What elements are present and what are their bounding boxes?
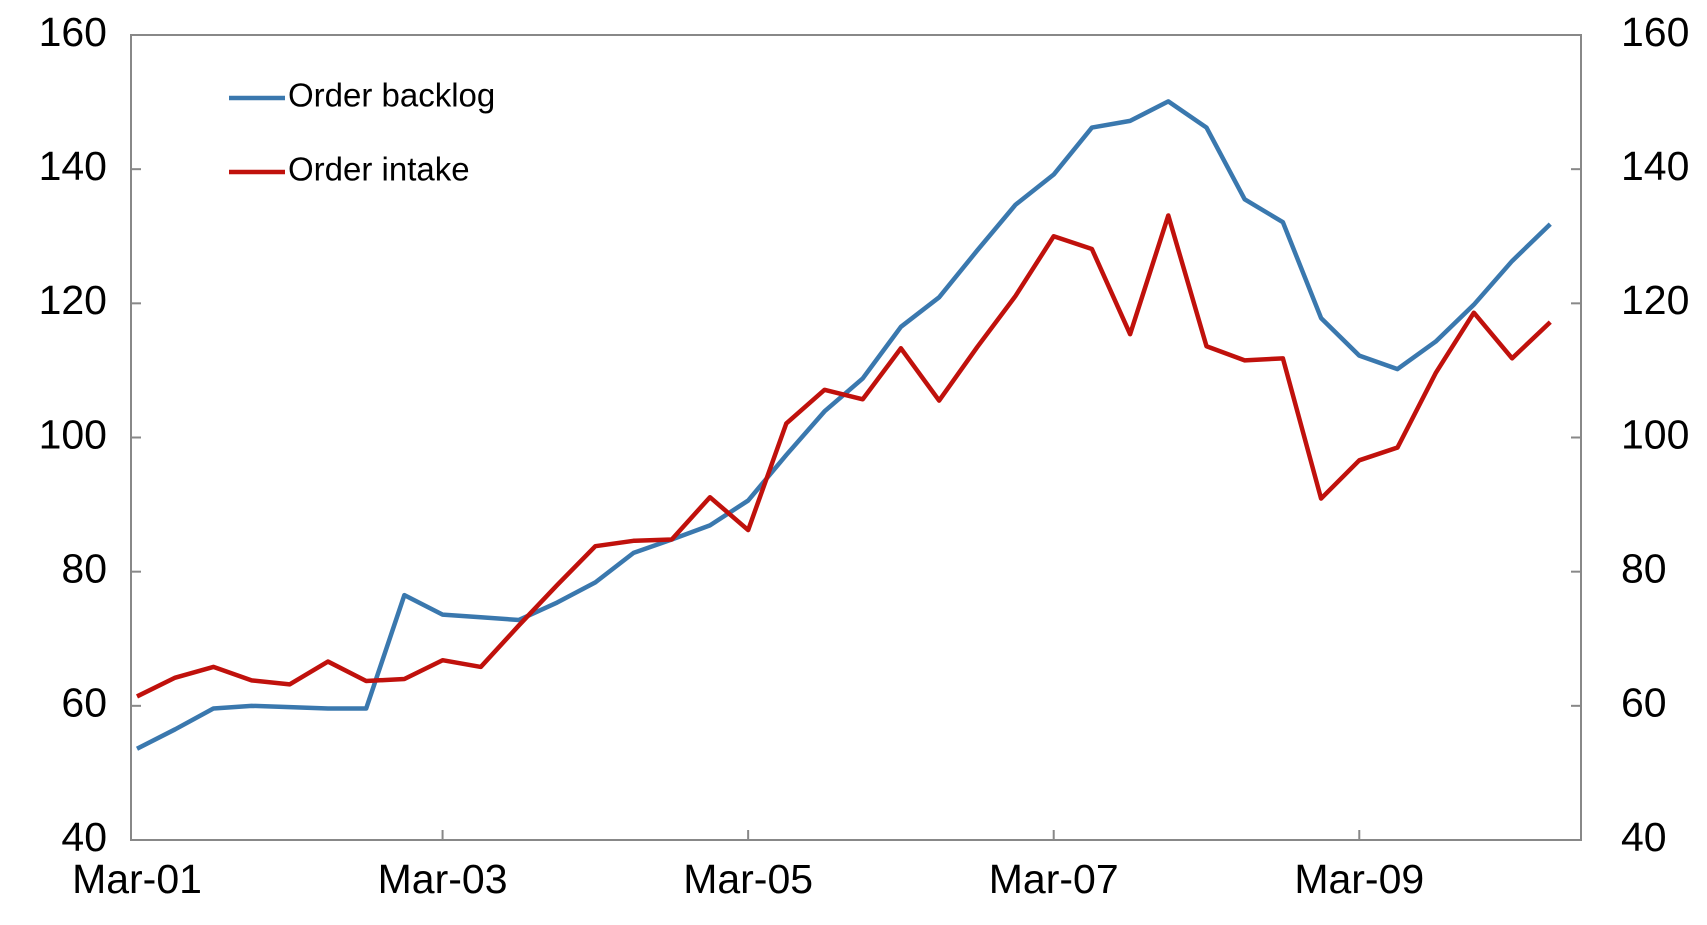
y-tick-label: 100: [39, 411, 107, 457]
y-tick-label: 160: [39, 9, 107, 55]
legend-label: Order backlog: [288, 77, 495, 114]
y-tick-label: 140: [39, 143, 107, 189]
x-tick-label: Mar-01: [72, 856, 202, 902]
series-line: [135, 99, 1552, 751]
y2-tick-label: 40: [1621, 814, 1667, 860]
legend-label: Order intake: [288, 151, 470, 188]
y2-tick-label: 160: [1621, 9, 1689, 55]
y2-tick-label: 60: [1621, 680, 1667, 726]
x-tick-label: Mar-03: [378, 856, 508, 902]
y-tick-label: 120: [39, 277, 107, 323]
x-tick-label: Mar-05: [683, 856, 813, 902]
y2-tick-label: 120: [1621, 277, 1689, 323]
y-tick-label: 60: [61, 680, 107, 726]
series-line: [136, 213, 1552, 699]
y-tick-label: 40: [61, 814, 107, 860]
y-tick-label: 80: [61, 545, 107, 591]
y2-tick-label: 80: [1621, 545, 1667, 591]
x-tick-label: Mar-09: [1294, 856, 1424, 902]
y2-tick-label: 100: [1621, 411, 1689, 457]
x-tick-label: Mar-07: [989, 856, 1119, 902]
y2-tick-label: 140: [1621, 143, 1689, 189]
